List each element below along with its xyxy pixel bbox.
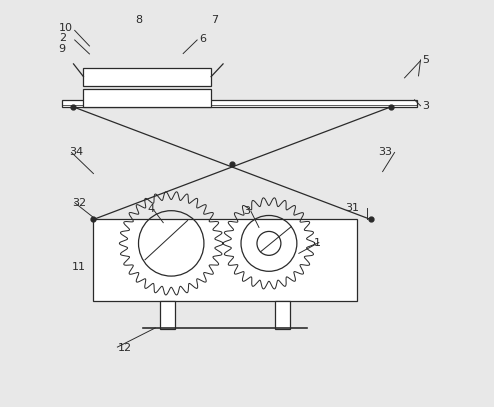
Text: 2: 2 — [59, 33, 66, 43]
Text: 1: 1 — [314, 238, 321, 247]
Text: 31: 31 — [345, 203, 359, 213]
Text: 3: 3 — [243, 206, 250, 217]
Text: 4: 4 — [147, 204, 155, 214]
Text: 34: 34 — [70, 147, 83, 158]
Text: 6: 6 — [199, 34, 206, 44]
Text: 12: 12 — [118, 343, 131, 353]
Bar — [62, 100, 416, 107]
Text: 3: 3 — [422, 101, 429, 111]
Text: 7: 7 — [211, 15, 219, 25]
Bar — [160, 301, 175, 329]
Text: 8: 8 — [136, 15, 143, 25]
Text: 5: 5 — [422, 55, 429, 65]
Bar — [83, 89, 211, 107]
Text: 32: 32 — [72, 198, 86, 208]
Text: 11: 11 — [72, 263, 86, 272]
Text: 10: 10 — [59, 23, 73, 33]
Text: 9: 9 — [59, 44, 66, 54]
Bar — [93, 219, 357, 301]
Text: 33: 33 — [378, 147, 393, 158]
Bar — [275, 301, 290, 329]
Bar — [83, 68, 211, 86]
